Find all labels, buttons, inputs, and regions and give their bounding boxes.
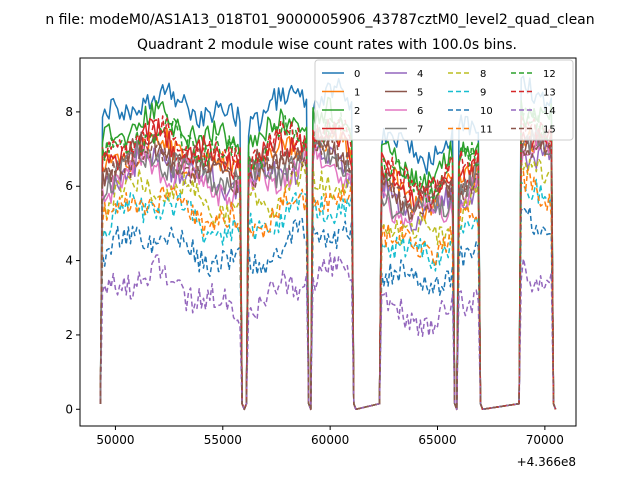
series-line-9 <box>99 178 557 411</box>
legend-label-9: 9 <box>480 88 486 99</box>
series-line-15 <box>99 132 557 411</box>
legend-label-13: 13 <box>543 88 556 99</box>
legend-label-6: 6 <box>417 106 423 117</box>
legend-label-5: 5 <box>417 88 423 99</box>
legend-label-7: 7 <box>417 125 423 136</box>
chart-title: Quadrant 2 module wise count rates with … <box>137 37 517 53</box>
x-offset-label: +4.366e8 <box>517 455 576 469</box>
y-tick-label: 6 <box>65 179 73 193</box>
legend-label-10: 10 <box>480 106 493 117</box>
legend-label-2: 2 <box>354 106 360 117</box>
x-tick-label: 55000 <box>204 433 242 447</box>
y-tick-label: 2 <box>65 328 73 342</box>
series-line-11 <box>99 168 557 411</box>
legend-label-4: 4 <box>417 69 423 80</box>
legend-label-3: 3 <box>354 125 360 136</box>
legend-label-14: 14 <box>543 106 556 117</box>
plot-frame <box>79 57 577 427</box>
x-tick-label: 60000 <box>311 433 349 447</box>
legend-box <box>314 59 574 141</box>
legend-label-0: 0 <box>354 69 360 80</box>
x-tick-label: 70000 <box>526 433 564 447</box>
y-tick-label: 8 <box>65 105 73 119</box>
legend-label-8: 8 <box>480 69 486 80</box>
legend-label-11: 11 <box>480 125 493 136</box>
figure-suptitle: n file: modeM0/AS1A13_018T01_9000005906_… <box>45 12 594 28</box>
legend-label-15: 15 <box>543 125 556 136</box>
series-line-14 <box>99 252 557 411</box>
x-tick-label: 65000 <box>418 433 456 447</box>
legend-label-12: 12 <box>543 69 556 80</box>
x-tick-label: 50000 <box>96 433 134 447</box>
series-layer <box>99 75 557 411</box>
legend-label-1: 1 <box>354 88 360 99</box>
y-tick-label: 4 <box>65 254 73 268</box>
y-tick-label: 0 <box>65 402 73 416</box>
axis-ticks: 50000 55000 60000 65000 70000 0 2 4 6 8 <box>65 105 564 447</box>
series-line-10 <box>99 206 557 411</box>
